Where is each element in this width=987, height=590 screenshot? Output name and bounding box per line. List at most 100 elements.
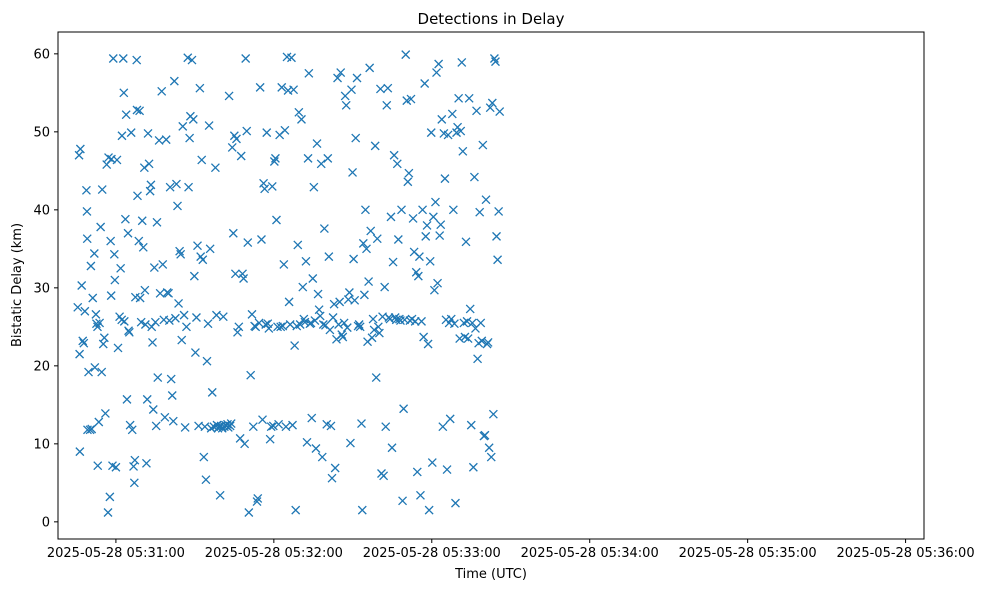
data-point: [432, 68, 441, 78]
data-point: [184, 182, 194, 192]
data-point: [269, 157, 279, 166]
data-point: [123, 228, 133, 238]
data-point: [325, 325, 335, 335]
data-point: [393, 235, 403, 244]
y-tick-label: 40: [33, 203, 50, 218]
data-point: [456, 126, 466, 136]
data-point: [298, 282, 308, 292]
data-point: [420, 79, 430, 88]
data-point: [435, 231, 445, 241]
data-point: [257, 235, 266, 244]
data-point: [153, 373, 163, 382]
data-point: [330, 463, 340, 473]
data-point: [127, 425, 137, 435]
data-point: [143, 128, 153, 138]
data-point: [308, 274, 318, 283]
data-point: [357, 419, 366, 429]
data-point: [324, 252, 334, 262]
data-point: [369, 325, 379, 335]
data-point: [495, 107, 505, 117]
data-point: [473, 354, 483, 364]
data-point: [429, 285, 439, 295]
data-point: [354, 320, 364, 329]
data-point: [234, 322, 244, 332]
data-point: [138, 242, 148, 252]
data-point: [164, 288, 174, 298]
data-point: [374, 328, 384, 338]
data-point: [433, 278, 443, 288]
data-point: [232, 134, 241, 144]
y-tick-label: 60: [33, 47, 50, 62]
data-point: [284, 297, 294, 307]
data-point: [468, 462, 478, 472]
data-point: [203, 319, 213, 329]
data-point: [362, 244, 371, 254]
y-tick-label: 20: [33, 359, 50, 374]
data-point: [278, 321, 288, 331]
data-point: [161, 135, 171, 145]
data-point: [205, 244, 215, 254]
data-point: [295, 320, 305, 329]
data-point: [423, 339, 433, 349]
data-point: [312, 139, 322, 148]
data-point: [401, 50, 411, 60]
data-point: [206, 423, 216, 433]
data-point: [279, 259, 289, 269]
data-point: [447, 109, 457, 119]
data-point: [236, 151, 246, 161]
data-point: [418, 205, 428, 215]
data-point: [178, 121, 188, 131]
data-point: [262, 128, 272, 138]
data-point: [78, 336, 88, 346]
data-point: [398, 496, 408, 506]
data-point: [91, 319, 101, 329]
data-point: [454, 93, 464, 103]
data-point: [140, 320, 150, 329]
data-point: [469, 172, 479, 182]
data-point: [253, 493, 263, 503]
data-point: [375, 84, 385, 94]
data-point: [372, 234, 382, 244]
data-point: [455, 334, 465, 343]
data-point: [392, 159, 402, 169]
data-point: [464, 93, 474, 103]
data-point: [360, 205, 370, 215]
data-point: [134, 236, 144, 246]
data-point: [130, 455, 140, 465]
data-point: [149, 263, 159, 273]
data-point: [415, 490, 425, 500]
data-point: [247, 309, 257, 319]
data-point: [359, 290, 369, 300]
data-point: [368, 314, 378, 324]
data-point: [355, 322, 365, 332]
data-point: [483, 337, 493, 347]
data-point: [80, 306, 90, 316]
data-point: [99, 333, 109, 343]
data-point: [87, 424, 97, 434]
data-point: [265, 434, 275, 444]
data-point: [427, 458, 437, 468]
data-point: [293, 240, 303, 250]
data-point: [183, 53, 193, 63]
data-point: [179, 310, 189, 320]
data-point: [233, 327, 242, 337]
data-point: [347, 85, 356, 95]
y-tick-label: 10: [33, 437, 50, 452]
data-point: [317, 452, 327, 462]
data-point: [334, 320, 344, 329]
data-point: [383, 83, 393, 93]
data-point: [403, 177, 413, 187]
data-point: [122, 394, 132, 404]
data-point: [488, 409, 498, 419]
data-point: [136, 317, 146, 327]
data-point: [281, 422, 291, 432]
data-point: [141, 458, 151, 468]
data-point: [197, 155, 207, 165]
data-point: [472, 106, 481, 116]
data-point: [428, 212, 438, 222]
data-point: [135, 293, 145, 303]
data-point: [337, 330, 347, 340]
data-point: [434, 59, 444, 69]
data-point: [413, 271, 423, 281]
data-point: [365, 63, 375, 73]
